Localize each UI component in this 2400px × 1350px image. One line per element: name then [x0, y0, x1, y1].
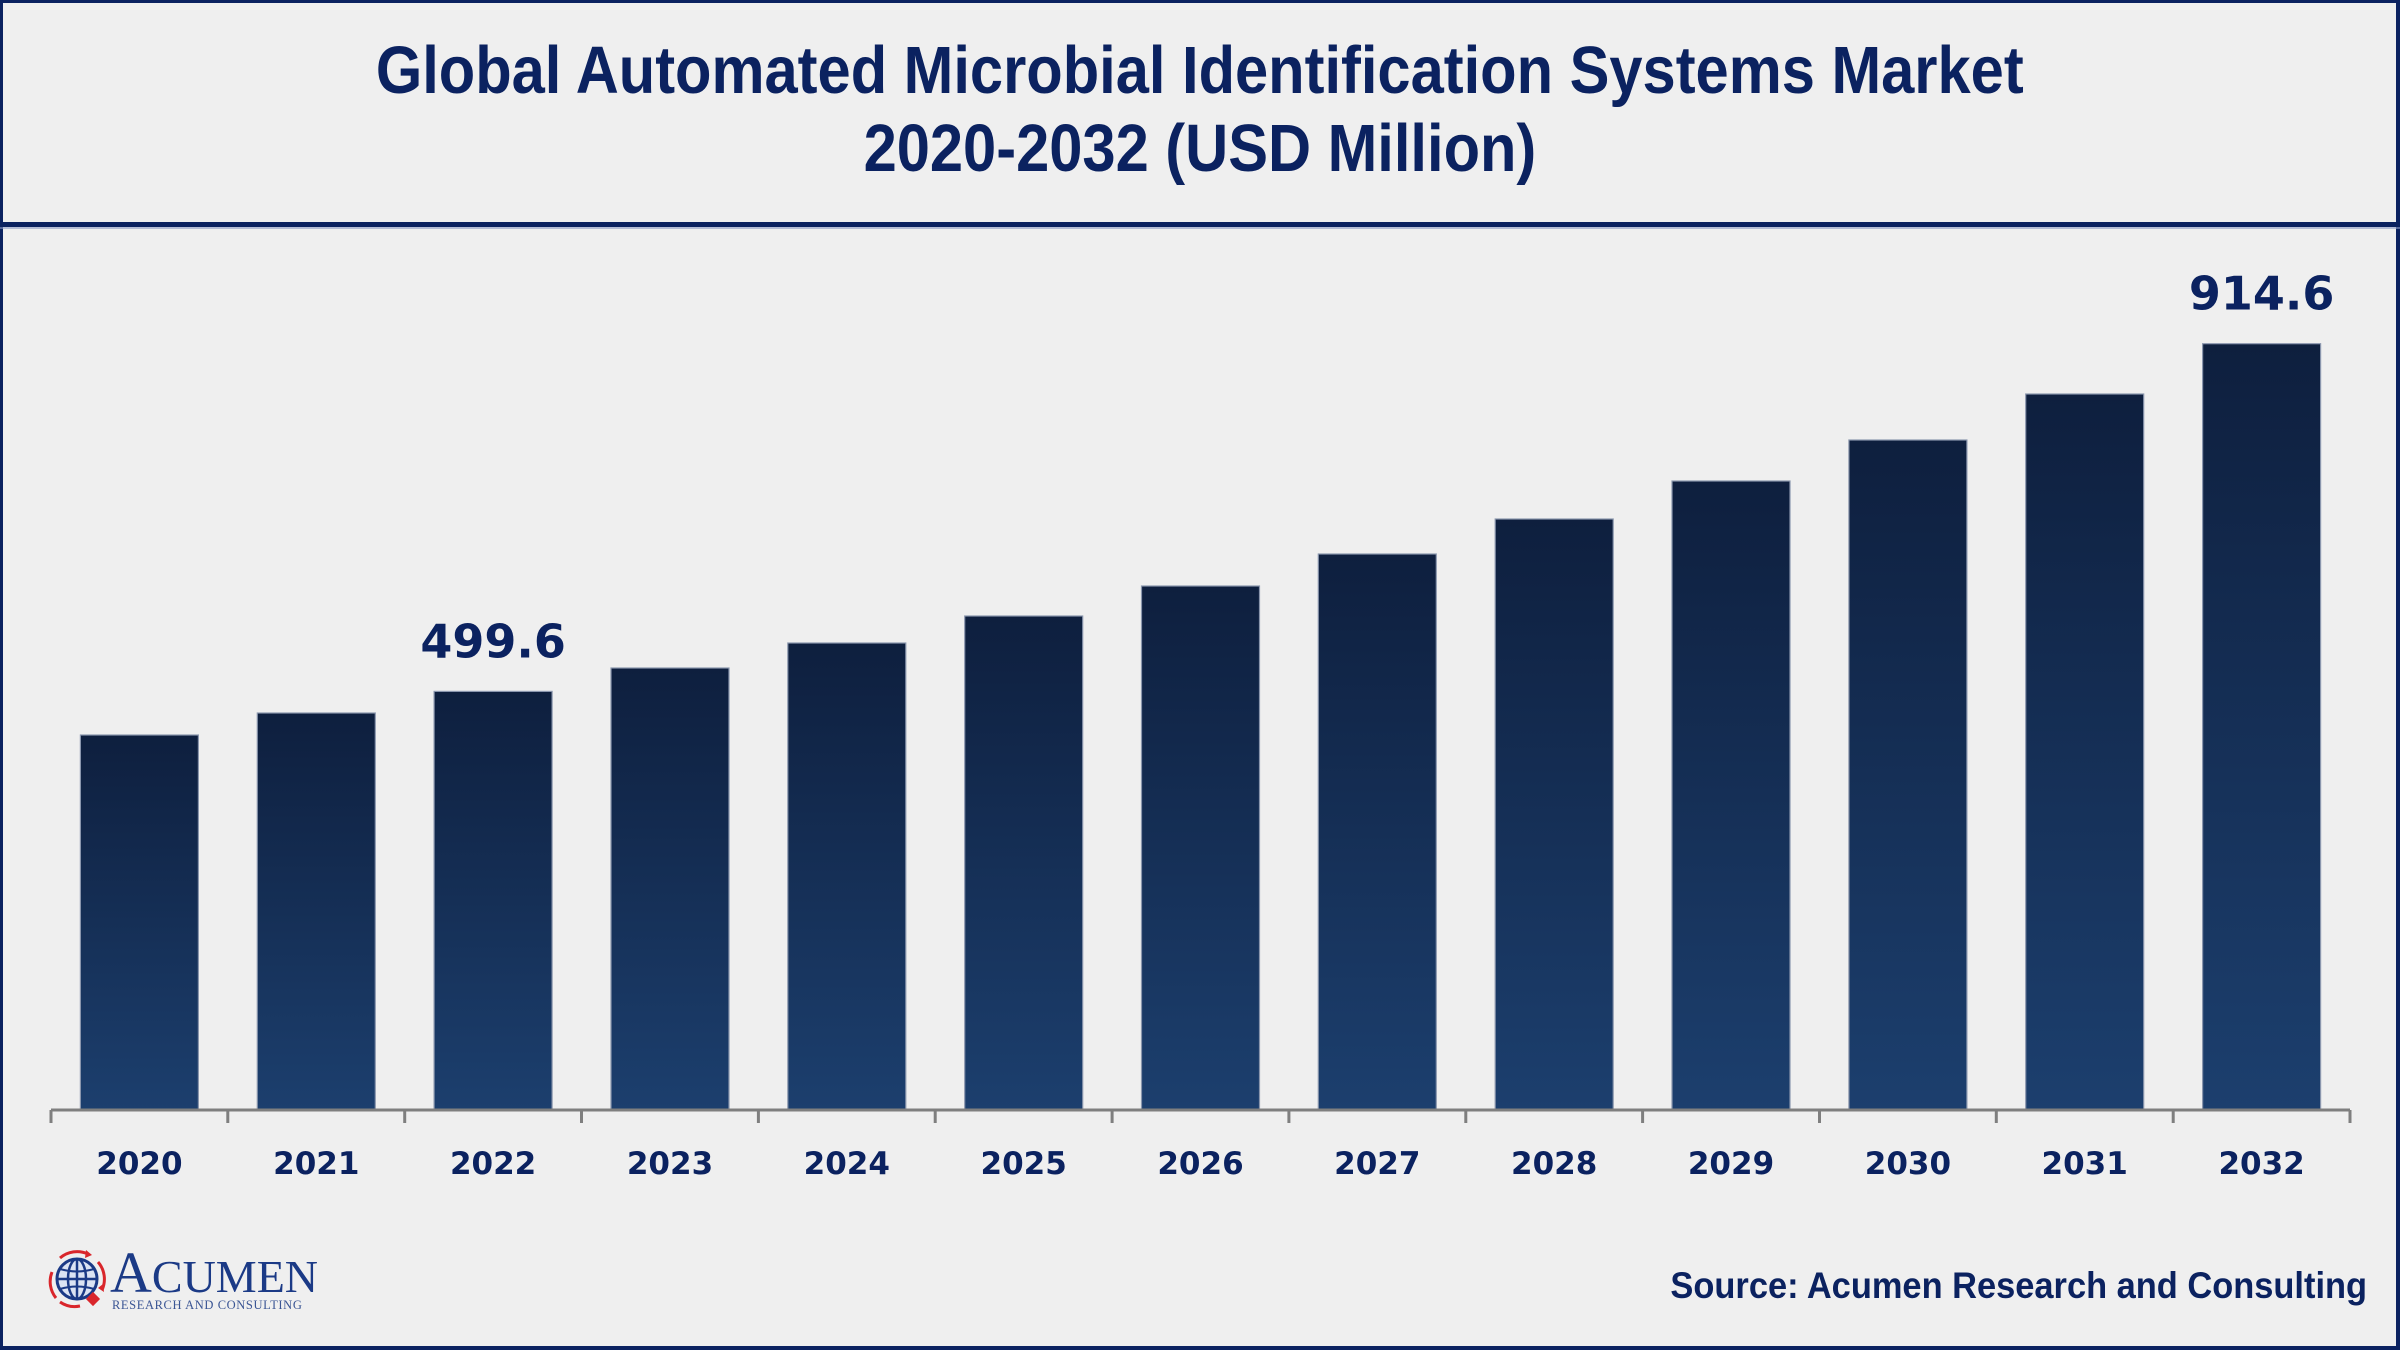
x-tick-label-2026: 2026 — [1157, 1146, 1243, 1182]
chart-title-line1: Global Automated Microbial Identificatio… — [376, 33, 2024, 108]
bar-2021 — [256, 712, 376, 1111]
bar-2029 — [1671, 480, 1791, 1111]
bar-2020 — [79, 734, 200, 1111]
data-label-2022: 499.6 — [420, 614, 566, 668]
header-divider — [0, 222, 2400, 227]
bar-2026 — [1140, 585, 1261, 1111]
bar-2027 — [1317, 553, 1437, 1111]
x-tick-label-2029: 2029 — [1688, 1146, 1774, 1182]
x-tick-label-2032: 2032 — [2218, 1146, 2304, 1182]
logo-tagline: RESEARCH AND CONSULTING — [112, 1298, 303, 1312]
bar-2032 — [2202, 343, 2322, 1111]
x-tick-label-2028: 2028 — [1511, 1146, 1597, 1182]
bar-2023 — [610, 667, 730, 1111]
x-tick-label-2024: 2024 — [804, 1146, 890, 1182]
bars-group — [79, 343, 2322, 1111]
x-tick-label-2027: 2027 — [1334, 1146, 1420, 1182]
header-divider-shadow — [0, 227, 2400, 229]
x-tick-label-2025: 2025 — [981, 1146, 1067, 1182]
data-labels: 499.6 914.6 — [420, 267, 2334, 669]
x-tick-label-2022: 2022 — [450, 1146, 536, 1182]
chart-title: Global Automated Microbial Identificatio… — [0, 33, 2400, 109]
source-note: Source: Acumen Research and Consulting — [1618, 1265, 2367, 1307]
bar-2028 — [1494, 518, 1614, 1111]
bar-2024 — [787, 642, 907, 1111]
x-tick-label-2031: 2031 — [2042, 1146, 2128, 1182]
x-tick-label-2020: 2020 — [96, 1146, 182, 1182]
source-text: Source: Acumen Research and Consulting — [1670, 1265, 2367, 1306]
x-tick-label-2030: 2030 — [1865, 1146, 1951, 1182]
x-axis — [49, 1108, 2352, 1123]
logo-wordmark: ACUMEN — [110, 1240, 319, 1305]
bar-2031 — [2025, 393, 2145, 1111]
bar-2030 — [1848, 439, 1968, 1111]
x-tick-label-2021: 2021 — [273, 1146, 359, 1182]
globe-icon — [48, 1250, 106, 1309]
bar-2022 — [433, 690, 553, 1111]
data-label-2032: 914.6 — [2189, 267, 2335, 321]
chart-subtitle: 2020-2032 (USD Million) — [0, 111, 2400, 187]
chart-title-line2: 2020-2032 (USD Million) — [863, 111, 1537, 186]
bar-2025 — [964, 615, 1084, 1111]
acumen-logo: ACUMEN RESEARCH AND CONSULTING — [48, 1244, 318, 1316]
x-tick-label-2023: 2023 — [627, 1146, 713, 1182]
x-axis-labels: 2020 2021 2022 2023 2024 2025 2026 2027 2028 2029… — [96, 1146, 2304, 1182]
